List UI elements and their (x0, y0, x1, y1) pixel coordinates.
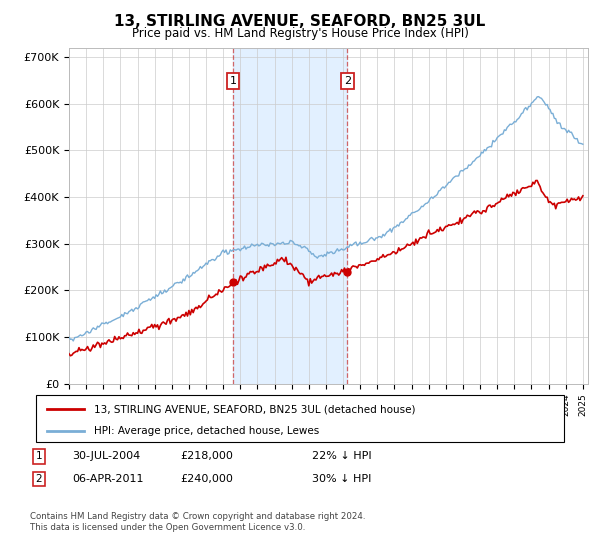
Text: 1: 1 (35, 451, 43, 461)
Text: 06-APR-2011: 06-APR-2011 (72, 474, 143, 484)
Text: 2: 2 (35, 474, 43, 484)
Text: Price paid vs. HM Land Registry's House Price Index (HPI): Price paid vs. HM Land Registry's House … (131, 27, 469, 40)
Text: 13, STIRLING AVENUE, SEAFORD, BN25 3UL (detached house): 13, STIRLING AVENUE, SEAFORD, BN25 3UL (… (94, 404, 416, 414)
Text: 22% ↓ HPI: 22% ↓ HPI (312, 451, 371, 461)
Text: 13, STIRLING AVENUE, SEAFORD, BN25 3UL: 13, STIRLING AVENUE, SEAFORD, BN25 3UL (115, 14, 485, 29)
Text: £218,000: £218,000 (180, 451, 233, 461)
Text: £240,000: £240,000 (180, 474, 233, 484)
Text: HPI: Average price, detached house, Lewes: HPI: Average price, detached house, Lewe… (94, 426, 319, 436)
Text: 30-JUL-2004: 30-JUL-2004 (72, 451, 140, 461)
Text: 30% ↓ HPI: 30% ↓ HPI (312, 474, 371, 484)
Text: 1: 1 (230, 76, 236, 86)
Text: Contains HM Land Registry data © Crown copyright and database right 2024.
This d: Contains HM Land Registry data © Crown c… (30, 512, 365, 532)
FancyBboxPatch shape (36, 395, 564, 442)
Text: 2: 2 (344, 76, 351, 86)
Bar (233, 48, 347, 384)
